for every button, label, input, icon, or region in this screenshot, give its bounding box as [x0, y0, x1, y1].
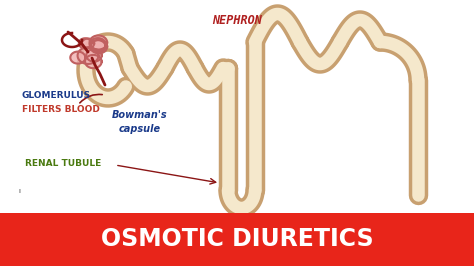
Text: ': '	[18, 188, 22, 202]
Polygon shape	[82, 39, 94, 48]
Text: GLOMERULUS: GLOMERULUS	[22, 90, 91, 99]
Polygon shape	[91, 40, 107, 53]
Bar	[0, 213, 474, 266]
Polygon shape	[85, 55, 101, 68]
Polygon shape	[90, 35, 107, 49]
Text: RENAL TUBULE: RENAL TUBULE	[25, 159, 101, 168]
Text: OSMOTIC DIURETICS: OSMOTIC DIURETICS	[100, 227, 374, 251]
Text: FILTERS BLOOD: FILTERS BLOOD	[22, 106, 100, 114]
Polygon shape	[90, 40, 105, 52]
Polygon shape	[86, 49, 102, 61]
Polygon shape	[70, 52, 85, 64]
Text: NEPHRON: NEPHRON	[212, 14, 262, 27]
Polygon shape	[79, 38, 91, 48]
Text: Bowman's
capsule: Bowman's capsule	[112, 110, 168, 134]
Polygon shape	[78, 47, 99, 64]
Polygon shape	[90, 38, 106, 51]
